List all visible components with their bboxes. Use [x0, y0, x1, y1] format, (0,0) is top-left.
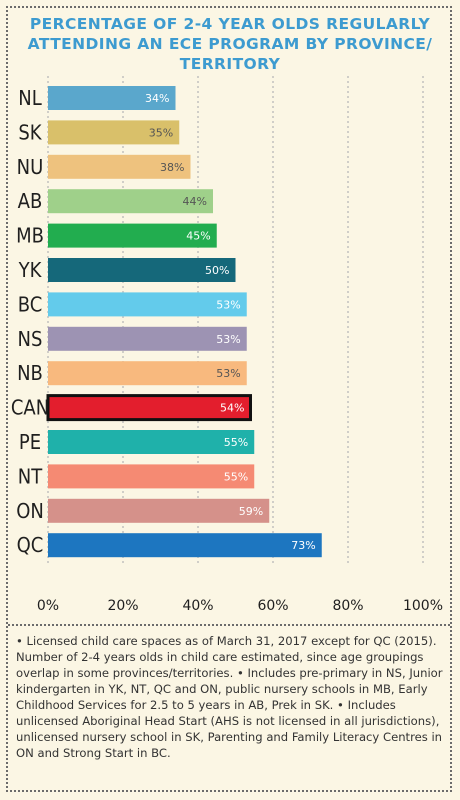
value-label: 35%: [149, 126, 173, 139]
notes-divider: [8, 624, 450, 626]
category-label: NL: [18, 86, 41, 110]
x-tick-label: 100%: [403, 598, 443, 614]
bar-nu: [48, 154, 191, 179]
value-label: 38%: [160, 161, 184, 174]
category-label: MB: [16, 224, 44, 248]
bars: [46, 86, 322, 558]
value-label: 34%: [145, 92, 169, 105]
value-label: 54%: [220, 402, 244, 415]
category-label: SK: [18, 120, 42, 144]
x-tick-label: 80%: [332, 598, 363, 614]
category-label: NB: [17, 361, 43, 385]
gridlines: [47, 76, 424, 566]
footnotes: • Licensed child care spaces as of March…: [16, 634, 443, 760]
chart-frame: [6, 6, 452, 792]
bar-mb: [48, 223, 217, 248]
value-label: 44%: [183, 195, 207, 208]
bar-ab: [48, 189, 213, 214]
x-tick-label: 0%: [37, 598, 59, 614]
category-label: QC: [17, 533, 44, 557]
bar-bc: [48, 292, 247, 317]
chart-title: PERCENTAGE OF 2-4 YEAR OLDS REGULARLY AT…: [27, 15, 433, 73]
value-label: 73%: [291, 539, 315, 552]
category-label: NU: [17, 155, 44, 179]
bar-yk: [48, 258, 236, 282]
x-tick-label: 20%: [107, 598, 138, 614]
x-tick-label: 60%: [257, 598, 288, 614]
bar-on: [48, 498, 270, 523]
value-labels: 34% 35% 38% 44% 45% 50% 53% 53% 53% 54% 55% 55% 59% 7…: [145, 92, 316, 552]
bar-nt: [48, 464, 255, 489]
category-label: NS: [18, 327, 43, 351]
x-axis-ticks: 0% 20% 40% 60% 80% 100%: [37, 598, 443, 614]
bar-can: [46, 394, 252, 422]
bar-sk: [48, 120, 180, 145]
category-label: PE: [19, 430, 41, 454]
value-label: 55%: [224, 436, 248, 449]
value-label: 53%: [216, 333, 240, 346]
bar-nb: [48, 361, 247, 386]
value-label: 59%: [239, 505, 263, 518]
x-tick-label: 40%: [182, 598, 213, 614]
bar-qc: [48, 533, 322, 558]
value-label: 53%: [216, 367, 240, 380]
bar-chart: NL SK NU AB MB YK BC NS NB CAN PE NT ON QC 34% 35% 38% 4…: [11, 76, 443, 614]
category-label: NT: [18, 464, 43, 488]
value-label: 50%: [205, 264, 229, 277]
category-labels: NL SK NU AB MB YK BC NS NB CAN PE NT ON QC: [11, 86, 49, 557]
bar-nl: [48, 86, 176, 110]
category-label: YK: [18, 258, 43, 282]
bar-ns: [48, 326, 247, 351]
value-label: 55%: [224, 470, 248, 483]
value-label: 45%: [186, 230, 210, 243]
category-label: ON: [16, 499, 44, 523]
value-label: 53%: [216, 298, 240, 311]
category-label: CAN: [11, 396, 49, 420]
category-label: BC: [18, 292, 43, 316]
bar-pe: [48, 430, 255, 454]
category-label: AB: [18, 189, 43, 213]
